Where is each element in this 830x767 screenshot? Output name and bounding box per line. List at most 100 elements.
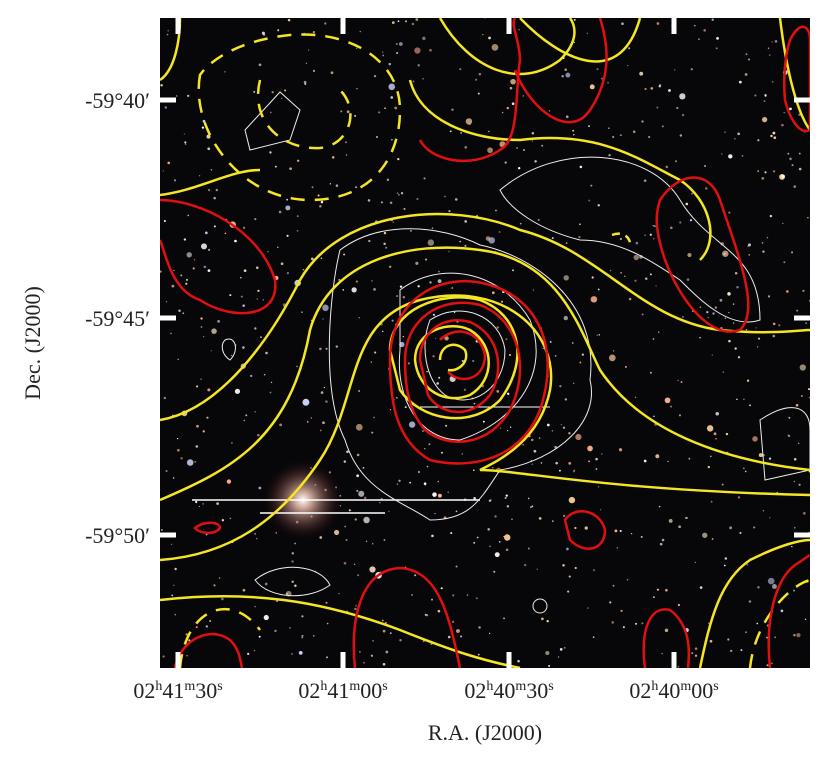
y-tick-label: -59°50′ xyxy=(85,523,150,548)
star xyxy=(465,118,473,125)
star xyxy=(551,430,553,432)
star xyxy=(788,435,791,438)
star xyxy=(412,80,415,83)
star xyxy=(440,451,444,454)
star xyxy=(445,424,448,427)
star xyxy=(206,134,211,139)
star xyxy=(312,31,316,34)
star xyxy=(568,462,572,465)
star xyxy=(311,186,314,189)
star xyxy=(198,505,201,508)
star xyxy=(650,87,654,90)
star xyxy=(444,336,449,341)
star xyxy=(184,141,187,144)
star xyxy=(382,51,384,53)
star xyxy=(310,417,313,419)
tick-label-part: h xyxy=(486,679,493,694)
star xyxy=(757,337,761,340)
star xyxy=(791,251,794,254)
star xyxy=(719,298,723,302)
star xyxy=(653,415,655,418)
star xyxy=(745,328,748,331)
star xyxy=(202,503,204,505)
star xyxy=(362,466,365,469)
star xyxy=(417,285,420,288)
star xyxy=(808,299,810,302)
star xyxy=(389,201,393,205)
star xyxy=(460,635,463,638)
star xyxy=(383,231,387,235)
star xyxy=(506,106,509,110)
star xyxy=(727,638,730,641)
star xyxy=(294,542,296,545)
star xyxy=(160,270,162,273)
star xyxy=(256,266,259,269)
star xyxy=(639,71,644,76)
star xyxy=(429,281,432,284)
star xyxy=(664,628,669,633)
star xyxy=(699,336,701,339)
star xyxy=(707,316,709,319)
star xyxy=(452,620,455,623)
star xyxy=(177,358,179,361)
star xyxy=(747,58,750,61)
star xyxy=(607,127,610,130)
star xyxy=(171,594,174,597)
star xyxy=(257,289,260,292)
tick-label-part: s xyxy=(713,679,718,694)
star xyxy=(213,196,216,200)
star xyxy=(734,138,736,140)
star xyxy=(306,420,309,423)
tick-label-part: 40 xyxy=(493,678,515,703)
star xyxy=(320,200,324,204)
star xyxy=(305,62,308,64)
star xyxy=(509,86,513,90)
star xyxy=(356,489,359,492)
star xyxy=(677,603,680,607)
star xyxy=(390,96,394,99)
star xyxy=(725,432,729,436)
star xyxy=(475,78,478,81)
star xyxy=(185,282,188,285)
star xyxy=(411,22,415,26)
star xyxy=(511,102,515,106)
star xyxy=(559,469,561,472)
star xyxy=(343,561,347,565)
star xyxy=(579,223,581,226)
star xyxy=(247,652,250,656)
star xyxy=(473,541,476,544)
star xyxy=(363,496,367,500)
star xyxy=(772,170,776,173)
y-tick-labels: -59°40′ -59°45′ -59°50′ xyxy=(85,88,150,548)
tick-label-part: 00 xyxy=(691,678,713,703)
star xyxy=(422,36,426,41)
star xyxy=(588,460,590,463)
star xyxy=(195,445,198,448)
star xyxy=(757,139,760,142)
star xyxy=(679,93,686,100)
star xyxy=(699,306,702,308)
star xyxy=(614,529,618,533)
star xyxy=(160,83,163,87)
star xyxy=(710,500,713,503)
star xyxy=(641,120,644,123)
star xyxy=(678,525,681,529)
star xyxy=(798,152,801,155)
star xyxy=(319,429,322,432)
star xyxy=(381,619,384,622)
star xyxy=(677,379,679,382)
star xyxy=(756,346,759,348)
star xyxy=(728,339,731,343)
star xyxy=(208,248,211,251)
star xyxy=(661,652,663,655)
star xyxy=(689,219,693,222)
star xyxy=(694,561,697,564)
star xyxy=(163,219,166,223)
white-contours xyxy=(221,91,810,614)
star xyxy=(455,565,458,568)
star xyxy=(372,543,374,545)
star xyxy=(240,295,243,298)
star xyxy=(452,594,455,597)
star xyxy=(297,159,300,162)
star xyxy=(555,461,558,465)
